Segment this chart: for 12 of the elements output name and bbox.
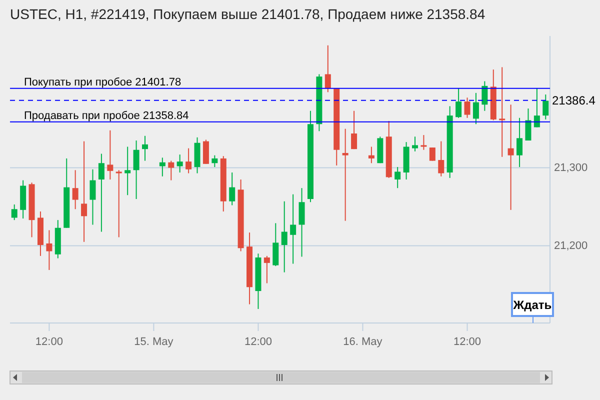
annotation: Ждать	[512, 298, 552, 312]
ref-line-label: Покупать при пробое 21401.78	[24, 76, 182, 88]
x-tick-label: 12:00	[35, 336, 63, 348]
x-tick-label: 15. May	[134, 336, 174, 348]
ref-line-label: Продавать при пробое 21358.84	[24, 110, 189, 122]
x-tick-label: 16. May	[343, 336, 383, 348]
y-tick-label: 21,200	[554, 240, 588, 252]
chart-title: USTEC, H1, #221419, Покупаем выше 21401.78, Продаем ниже 21358.84	[10, 6, 486, 22]
y-tick-label: 21,300	[554, 162, 588, 174]
ref-line-label: 21386.4	[552, 93, 596, 108]
x-tick-label: 12:00	[453, 336, 482, 348]
x-tick-label: 12:00	[244, 336, 272, 348]
